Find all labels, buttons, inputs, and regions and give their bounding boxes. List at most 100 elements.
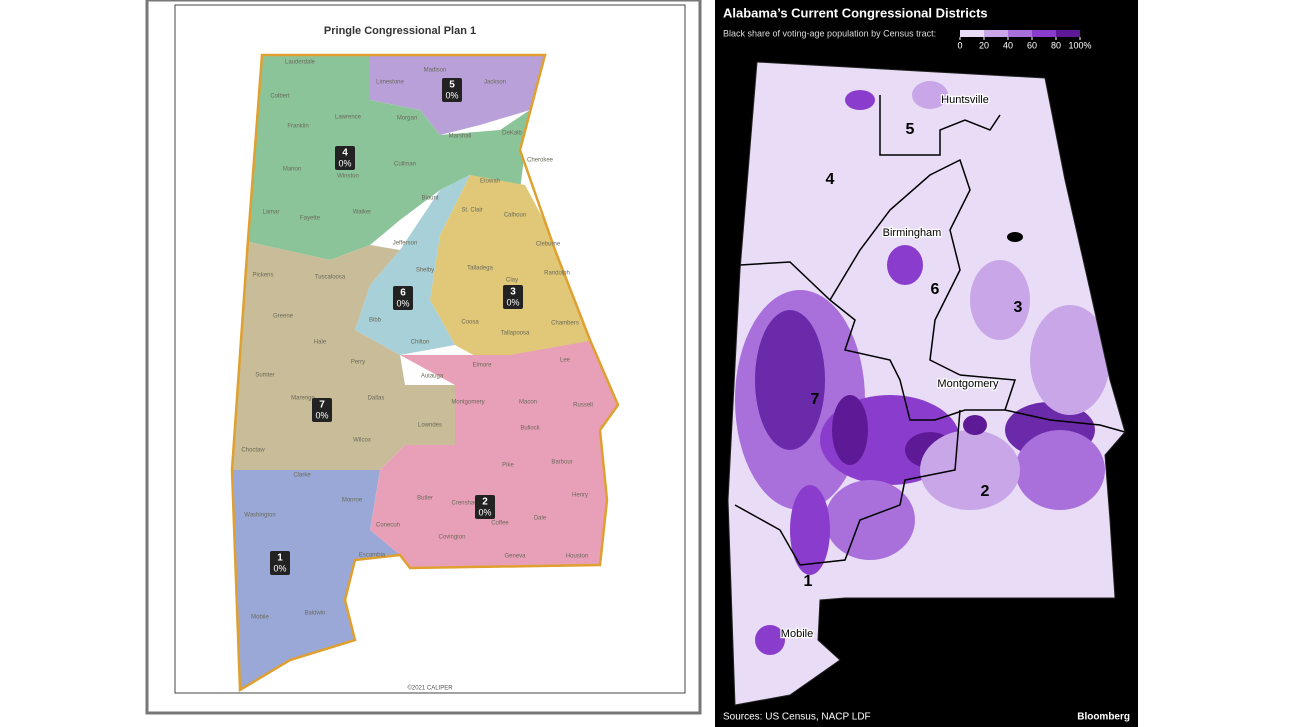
city-label: Huntsville [941,94,989,106]
county-label: Chilton [411,340,430,346]
legend-swatch [1032,30,1056,37]
county-label: Geneva [504,554,526,560]
county-label: Etowah [480,179,500,185]
legend-tick-label: 0 [957,40,962,50]
county-label: Hale [314,340,327,346]
district-label: 6 [931,281,940,298]
district-share: 0% [445,90,458,100]
county-label: DeKalb [502,131,522,137]
district-badge [312,398,332,422]
legend-tick-label: 80 [1051,40,1061,50]
district-badge [335,146,355,170]
district-label: 3 [1014,299,1023,316]
county-label: Wilcox [353,438,371,444]
city-label: Montgomery [937,378,999,390]
legend-swatch [984,30,1008,37]
legend-tick-label: 20 [979,40,989,50]
city-label: Birmingham [883,227,942,239]
district-share: 0% [506,297,519,307]
county-label: St. Clair [461,208,482,214]
district-number: 2 [482,497,488,508]
county-label: Baldwin [304,611,325,617]
county-label: Lawrence [335,115,362,121]
county-label: Greene [273,314,294,320]
county-label: Lauderdale [285,60,316,66]
county-label: Sumter [255,373,274,379]
district-badge [393,286,413,310]
county-label: Dale [534,516,547,522]
district-share: 0% [396,298,409,308]
county-label: Morgan [397,116,417,122]
district-badge [503,285,523,309]
county-label: Madison [424,68,447,74]
county-label: Choctaw [241,448,265,454]
county-label: Coosa [461,320,479,326]
legend-tick-label: 60 [1027,40,1037,50]
county-label: Pickens [252,273,273,279]
district-number: 1 [277,553,283,564]
left-outline [230,53,620,693]
district-share: 0% [478,507,491,517]
county-label: Tallapoosa [501,331,530,337]
county-label: Washington [244,513,275,519]
county-label: Elmore [472,363,492,369]
county-label: Macon [519,400,537,406]
county-label: Colbert [270,94,290,100]
county-label: Cherokee [527,158,554,164]
county-label: Perry [351,360,365,366]
county-label: Coffee [491,521,509,527]
county-label: Lowndes [418,423,442,429]
district-label: 7 [811,391,820,408]
district-badge [475,495,495,519]
county-label: Calhoun [504,213,526,219]
county-label: Jackson [484,80,506,86]
county-label: Conecuh [376,523,400,529]
county-label: Bullock [520,426,540,432]
legend-swatch [1056,30,1080,37]
district-share: 0% [338,158,351,168]
county-label: Lee [560,358,571,364]
district-number: 6 [400,288,406,299]
county-label: Winston [337,174,359,180]
county-label: Clarke [293,473,311,479]
county-label: Escambia [359,553,386,559]
legend-tick-label: 40 [1003,40,1013,50]
district-badge [442,78,462,102]
county-label: Walker [353,210,371,216]
county-label: Crenshaw [451,501,479,507]
right-title: Alabama’s Current Congressional District… [723,5,988,20]
county-label: Covington [438,535,465,541]
county-label: Mobile [251,615,269,621]
district-label: 4 [826,171,835,188]
county-label: Limestone [376,80,404,86]
district-number: 7 [319,400,325,411]
right-outline [727,61,1126,706]
district-number: 4 [342,148,348,159]
county-label: Monroe [342,498,363,504]
county-label: Henry [572,493,588,499]
district-share: 0% [273,563,286,573]
county-label: Barbour [551,460,572,466]
left-map [232,55,618,690]
legend-label: Black share of voting-age population by … [723,28,936,38]
county-label: Cleburne [536,242,561,248]
district-label: 1 [804,573,813,590]
county-label: Fayette [300,216,321,222]
source: Sources: US Census, NACP LDF [723,712,871,723]
legend-swatch [960,30,984,37]
city-label: Mobile [781,628,813,640]
county-label: Chambers [551,321,579,327]
county-label: Talladega [467,266,493,272]
county-label: Clay [506,278,518,284]
county-label: Butler [417,496,433,502]
county-label: Pike [502,463,514,469]
left-title: Pringle Congressional Plan 1 [324,25,476,37]
district-share: 0% [315,410,328,420]
county-label: Franklin [287,124,308,130]
county-label: Dallas [368,396,385,402]
brand: Bloomberg [1077,712,1130,723]
district-label: 5 [906,121,915,138]
county-label: Jefferson [393,241,418,247]
county-label: Shelby [416,268,434,274]
county-label: Bibb [369,318,382,324]
